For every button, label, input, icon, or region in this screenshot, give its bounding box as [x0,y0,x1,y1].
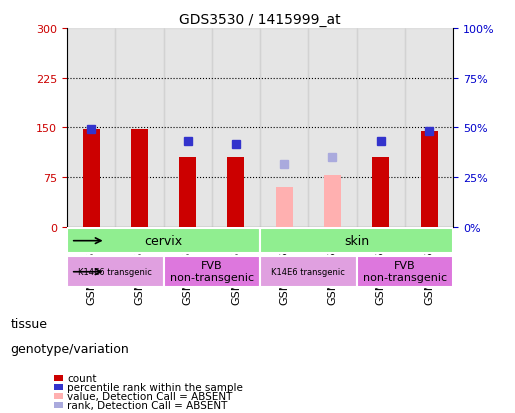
Text: tissue: tissue [10,318,47,331]
Bar [260,29,308,227]
Text: K14E6 transgenic: K14E6 transgenic [271,267,345,276]
Bar [115,29,163,227]
FancyBboxPatch shape [163,257,260,287]
FancyBboxPatch shape [67,257,163,287]
Text: cervix: cervix [144,234,183,247]
Text: FVB
non-transgenic: FVB non-transgenic [170,261,254,282]
Text: value, Detection Call = ABSENT: value, Detection Call = ABSENT [67,391,232,401]
Bar [356,29,405,227]
Text: FVB
non-transgenic: FVB non-transgenic [363,261,447,282]
Bar [179,158,196,227]
Bar [372,158,389,227]
Bar [82,129,99,227]
FancyBboxPatch shape [260,257,356,287]
Bar [405,29,453,227]
Bar [308,29,356,227]
FancyBboxPatch shape [356,257,453,287]
Bar [163,29,212,227]
Bar [276,188,293,227]
Text: count: count [67,373,96,383]
Bar [212,29,260,227]
Bar [67,29,115,227]
Bar [421,131,438,227]
Text: genotype/variation: genotype/variation [10,342,129,356]
FancyBboxPatch shape [260,228,453,254]
Text: K14E6 transgenic: K14E6 transgenic [78,267,152,276]
Bar [131,129,148,227]
Text: skin: skin [344,234,369,247]
Bar [228,158,245,227]
Bar [324,176,341,227]
Text: rank, Detection Call = ABSENT: rank, Detection Call = ABSENT [67,400,227,410]
Title: GDS3530 / 1415999_at: GDS3530 / 1415999_at [179,12,341,26]
FancyBboxPatch shape [67,228,260,254]
Text: percentile rank within the sample: percentile rank within the sample [67,382,243,392]
